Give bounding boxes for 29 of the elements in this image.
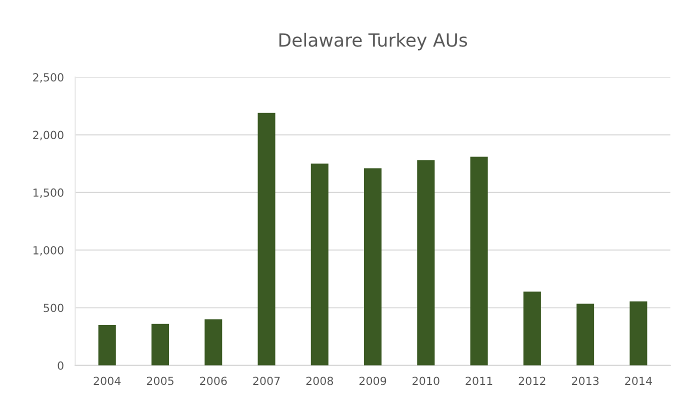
x-tick-label: 2011	[466, 376, 492, 386]
x-tick-label: 2010	[412, 376, 440, 386]
y-tick-label: 1,500	[34, 188, 64, 198]
bar	[204, 319, 222, 366]
bar	[151, 324, 170, 366]
x-tick-label: 2004	[94, 376, 121, 386]
bar	[364, 168, 382, 366]
bar	[98, 325, 116, 366]
y-tick-label: 2,000	[33, 130, 64, 140]
bar	[417, 160, 435, 366]
x-tick-label: 2013	[572, 376, 599, 386]
x-tick-label: 2014	[625, 376, 652, 386]
x-tick-label: 2006	[200, 376, 227, 386]
y-tick-label: 2,500	[33, 73, 64, 83]
bar	[470, 156, 488, 366]
x-tick-label: 2012	[518, 376, 546, 386]
chart-title: Delaware Turkey AUs	[279, 32, 468, 50]
bar	[630, 301, 648, 366]
x-tick-label: 2007	[253, 376, 280, 386]
bar	[310, 164, 328, 366]
bar	[576, 304, 594, 366]
bar	[523, 292, 541, 366]
x-tick-label: 2009	[359, 376, 386, 386]
y-tick-label: 1,000	[34, 246, 64, 256]
y-tick-label: 500	[44, 304, 64, 312]
x-tick-label: 2008	[306, 376, 334, 386]
x-tick-label: 2005	[146, 376, 174, 386]
bar	[258, 112, 276, 366]
y-tick-label: 0	[58, 361, 64, 370]
